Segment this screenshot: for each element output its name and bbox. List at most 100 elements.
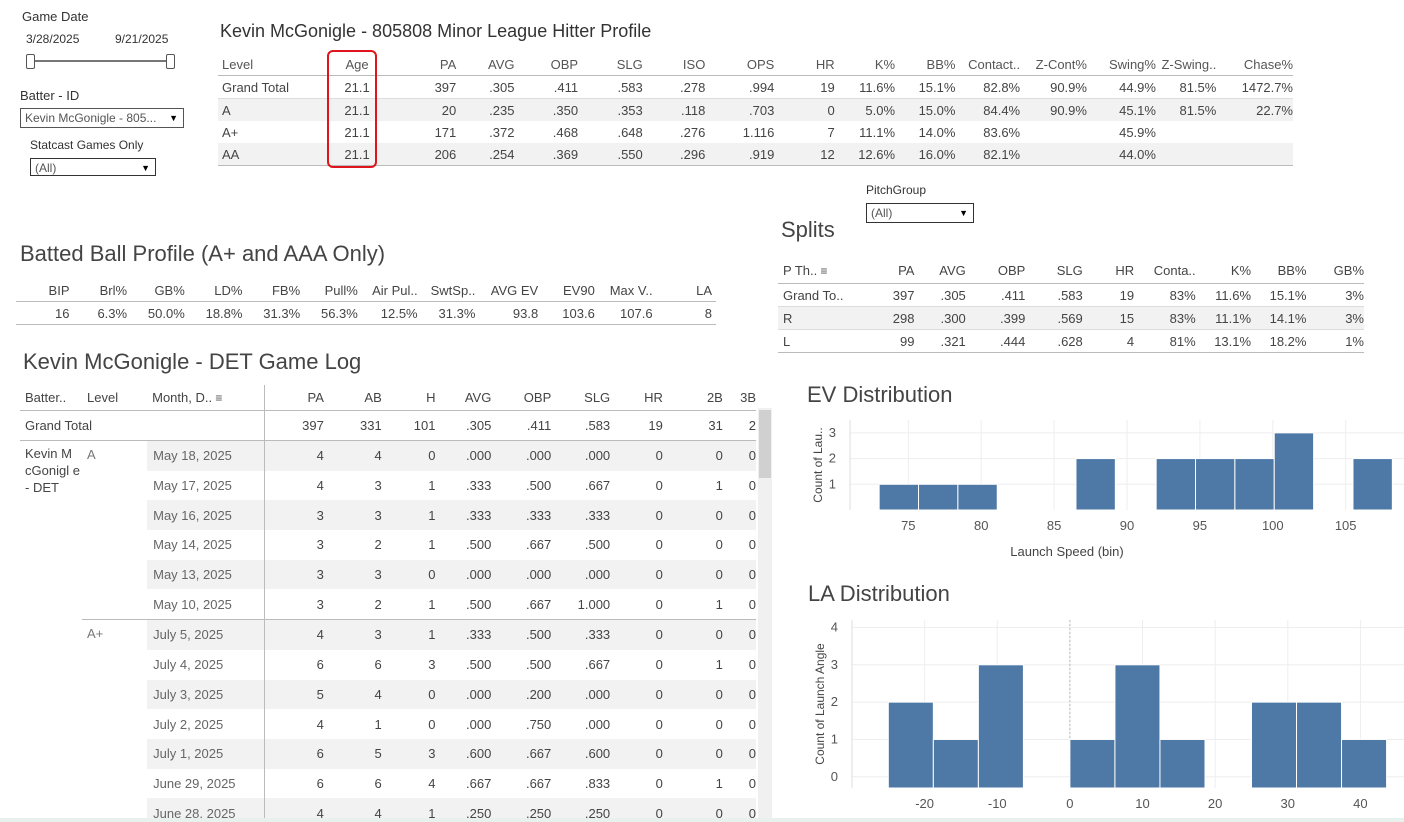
pitchgroup-dropdown[interactable]: (All) ▼ [866, 203, 974, 223]
profile-row: A+ 21.1 171 .372 .468 .648 .276 1.116 7 11.1% 14.0… [218, 121, 1293, 143]
statcast-label: Statcast Games Only [30, 138, 144, 152]
batted-ball-cell: 103.6 [538, 301, 595, 325]
y-tick-label: 3 [829, 425, 836, 440]
age-column-highlight [327, 50, 377, 168]
game-log-cell: 6 [263, 649, 324, 680]
game-log-cell: .250 [551, 798, 611, 822]
game-log-cell: 0 [722, 798, 756, 822]
grand-total-cell: 19 [610, 410, 663, 441]
splits-cell: .628 [1025, 329, 1083, 353]
profile-cell: 45.9% [1119, 124, 1156, 140]
splits-header-cell: SLG [1025, 257, 1083, 284]
game-log-cell: .000 [551, 679, 611, 710]
game-date-cell: May 17, 2025 [153, 478, 232, 494]
x-tick-label: 90 [1120, 518, 1134, 533]
profile-cell [1216, 121, 1293, 143]
batted-ball-table: BIP Brl% GB% LD% FB% Pull% Air Pul.. SwtSp.. AVG… [16, 280, 716, 325]
splits-table: P Th.. ≡ PA AVG OBP SLG HR Conta.. K% BB% GB% Gran… [778, 257, 1364, 353]
game-log-grand-total-row: Grand Total 397 331 101.305.411.583 19 31 2 [20, 410, 756, 441]
game-log-header-cell: SLG [551, 385, 611, 411]
splits-header-row: P Th.. ≡ PA AVG OBP SLG HR Conta.. K% BB% GB% [778, 257, 1364, 284]
game-log-cell: 0 [722, 619, 756, 650]
profile-cell: 1472.7% [1216, 75, 1293, 99]
profile-cell: 7 [827, 124, 835, 140]
date-slider-start-handle[interactable] [26, 54, 35, 69]
game-log-cell: 0 [662, 798, 723, 822]
batted-ball-header-cell: LA [652, 280, 716, 302]
batted-ball-cell: 8 [652, 301, 716, 325]
game-log-cell: .250 [435, 798, 492, 822]
histogram-bar [1341, 738, 1388, 789]
histogram-bar [1159, 738, 1206, 789]
statcast-dropdown[interactable]: (All) ▼ [30, 158, 156, 176]
table-row: Kevin M cGonigl e - DET A May 18, 2025 4 4 0.… [20, 440, 756, 495]
game-log-header-cell: 3B [722, 385, 756, 411]
game-log-cell: .667 [525, 775, 552, 791]
table-row: July 4, 2025 6 6 3 .500 .500 .667 0 1 0 [20, 649, 756, 680]
game-log-cell: 4 [323, 798, 382, 822]
scrollbar-thumb[interactable] [759, 410, 771, 478]
game-log-scrollbar[interactable] [758, 408, 772, 822]
profile-header-cell: OPS [705, 53, 775, 76]
splits-cell: 83% [1134, 306, 1196, 330]
game-date-cell: June 29, 2025 [153, 775, 236, 791]
game-log-cell: .000 [491, 440, 552, 471]
batter-dropdown[interactable]: Kevin McGonigle - 805... ▼ [20, 108, 184, 128]
game-log-cell: 3 [263, 559, 324, 590]
profile-cell: .372 [489, 124, 515, 140]
x-tick-label: 85 [1047, 518, 1061, 533]
bottom-bar [0, 818, 1404, 822]
profile-cell: 206 [389, 143, 457, 166]
game-log-cell: 3 [381, 738, 436, 769]
histogram-bar [1075, 458, 1116, 511]
profile-cell: 21.1 [324, 75, 390, 99]
sort-icon[interactable]: ≡ [212, 391, 223, 405]
game-log-header-cell: OBP [491, 385, 552, 411]
x-tick-label: 30 [1281, 796, 1295, 811]
game-log-cell: 3 [323, 500, 382, 531]
profile-cell: 15.0% [918, 102, 956, 118]
sort-icon[interactable]: ≡ [817, 263, 828, 278]
game-log-cell: 3 [263, 589, 324, 620]
table-row: June 29, 2025 6 6 4 .667 .667 .833 0 1 0 [20, 768, 756, 799]
pitchgroup-label: PitchGroup [866, 183, 927, 197]
profile-cell: 82.8% [955, 75, 1021, 99]
game-log-cell: 0 [662, 500, 723, 531]
grand-total-label: Grand Total [20, 410, 265, 441]
game-log-table: Batter.. Level Month, D.. ≡ PA AB H AVG OBP SLG H… [20, 385, 756, 822]
batted-ball-header-cell: EV90 [538, 280, 595, 302]
histogram-bar [1069, 738, 1116, 789]
splits-row: L 99.321.444.628 4 81% 13.1% 18.2% 1% [778, 329, 1364, 353]
profile-cell [1216, 143, 1293, 166]
splits-cell: 13.1% [1195, 329, 1252, 353]
game-log-cell: .333 [466, 478, 492, 494]
splits-cell: 1% [1306, 329, 1364, 353]
splits-cell: 298 [857, 306, 915, 330]
date-slider-end-handle[interactable] [166, 54, 175, 69]
splits-cell: 83% [1134, 283, 1196, 307]
splits-header-cell: HR [1082, 257, 1135, 284]
game-log-cell: 4 [263, 440, 324, 471]
batted-ball-header-cell: Pull% [300, 280, 358, 302]
splits-cell: .399 [965, 306, 1026, 330]
batted-ball-header-row: BIP Brl% GB% LD% FB% Pull% Air Pul.. SwtSp.. AVG… [16, 280, 716, 302]
la-chart-title: LA Distribution [808, 581, 950, 606]
table-row: July 3, 2025 5 4 0.000.200.000 0 0 0 [20, 679, 756, 710]
batted-ball-cell: 18.8% [184, 301, 243, 325]
game-log-cell: 1 [715, 657, 723, 673]
splits-header-cell: BB% [1251, 257, 1307, 284]
game-log-header-cell: AB [323, 385, 382, 411]
game-log-cell: .667 [466, 775, 492, 791]
profile-cell: .583 [578, 75, 643, 99]
profile-header-row: Level Age PA AVG OBP SLG ISO OPS HR K% BB% Contact.… [218, 53, 1293, 76]
game-log-header-cell: H [381, 385, 436, 411]
profile-cell: .254 [456, 143, 515, 166]
game-log-cell: 0 [722, 440, 756, 471]
profile-cell: .550 [578, 143, 643, 166]
date-slider-track[interactable] [30, 60, 175, 62]
game-log-cell: 3 [263, 500, 324, 531]
profile-cell: .353 [617, 102, 643, 118]
game-date-cell: July 4, 2025 [153, 657, 224, 673]
batted-ball-header-cell: LD% [184, 280, 243, 302]
game-log-cell: 0 [722, 500, 756, 531]
